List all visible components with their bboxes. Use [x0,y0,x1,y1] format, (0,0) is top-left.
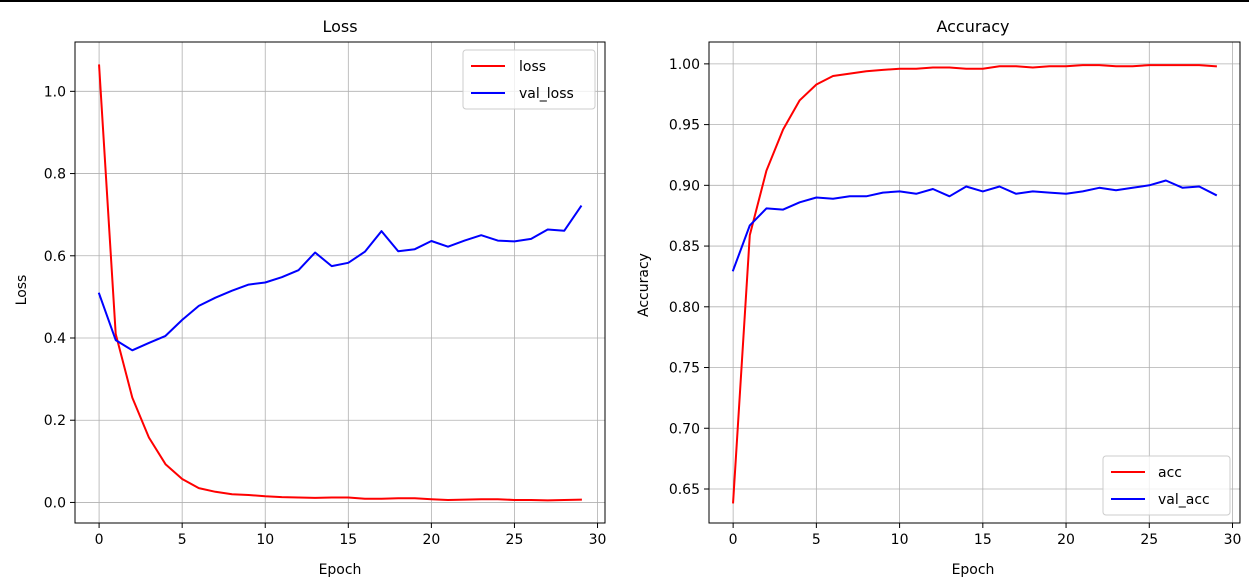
x-axis-label: Epoch [952,562,995,578]
axis-ticks: 0 5 10 15 20 25 30 0.65 0.70 0.75 0.80 0.85 0.90 0.95… [669,57,1242,548]
x-tick-label: 0 [95,532,104,548]
x-axis-label: Epoch [319,562,362,578]
legend-label-val-acc: val_acc [1158,492,1210,508]
chart-title: Accuracy [936,17,1009,36]
y-tick-label: 0.65 [669,482,700,498]
y-tick-label: 0.4 [44,331,66,347]
x-tick-label: 25 [1140,532,1158,548]
x-tick-label: 10 [256,532,274,548]
grid [709,42,1240,523]
legend-label-loss: loss [519,59,546,75]
y-tick-label: 0.80 [669,300,700,316]
legend-frame [1102,455,1231,516]
x-tick-label: 30 [1224,532,1242,548]
y-axis-label: Accuracy [636,253,652,317]
legend: loss val_loss [462,49,596,110]
y-axis-label: Loss [14,275,30,306]
series-lines [731,64,1218,504]
x-tick-label: 5 [812,532,821,548]
x-tick-label: 15 [339,532,357,548]
legend-frame [462,49,596,110]
y-tick-label: 0.0 [44,495,66,511]
x-tick-label: 25 [506,532,524,548]
plot-area [708,41,1241,524]
series-line-val-acc [731,179,1218,272]
y-tick-label: 0.70 [669,421,700,437]
series-line-acc [732,64,1217,504]
y-tick-label: 0.2 [44,413,66,429]
x-tick-label: 20 [422,532,440,548]
y-tick-label: 0.90 [669,178,700,194]
y-tick-label: 1.00 [669,57,700,73]
accuracy-chart: Accuracy Epoch Accuracy 0 5 10 15 20 25 30 0.65… [636,17,1241,578]
y-tick-label: 0.95 [669,118,700,134]
x-tick-label: 30 [589,532,607,548]
y-tick-label: 1.0 [44,84,66,100]
y-tick-label: 0.85 [669,239,700,255]
x-tick-label: 10 [891,532,909,548]
axis-ticks: 0 5 10 15 20 25 30 0.0 0.2 0.4 0.6 0.8 1.0 [44,84,607,548]
x-tick-label: 0 [729,532,738,548]
y-tick-label: 0.6 [44,249,66,265]
x-tick-label: 15 [974,532,992,548]
x-tick-label: 5 [178,532,187,548]
y-tick-label: 0.75 [669,361,700,377]
chart-title: Loss [322,17,357,36]
legend-label-acc: acc [1158,465,1182,481]
series-line-loss [98,64,582,502]
grid [75,42,605,523]
legend: acc val_acc [1102,455,1231,516]
series-lines [97,64,583,502]
x-tick-label: 20 [1057,532,1075,548]
series-line-val-loss [97,205,583,352]
loss-chart: Loss Epoch Loss 0 5 10 15 20 25 30 0.0 0.2 0.4 0.6… [14,17,606,578]
legend-label-val-loss: val_loss [519,86,574,102]
plot-area [74,41,606,524]
y-tick-label: 0.8 [44,167,66,183]
